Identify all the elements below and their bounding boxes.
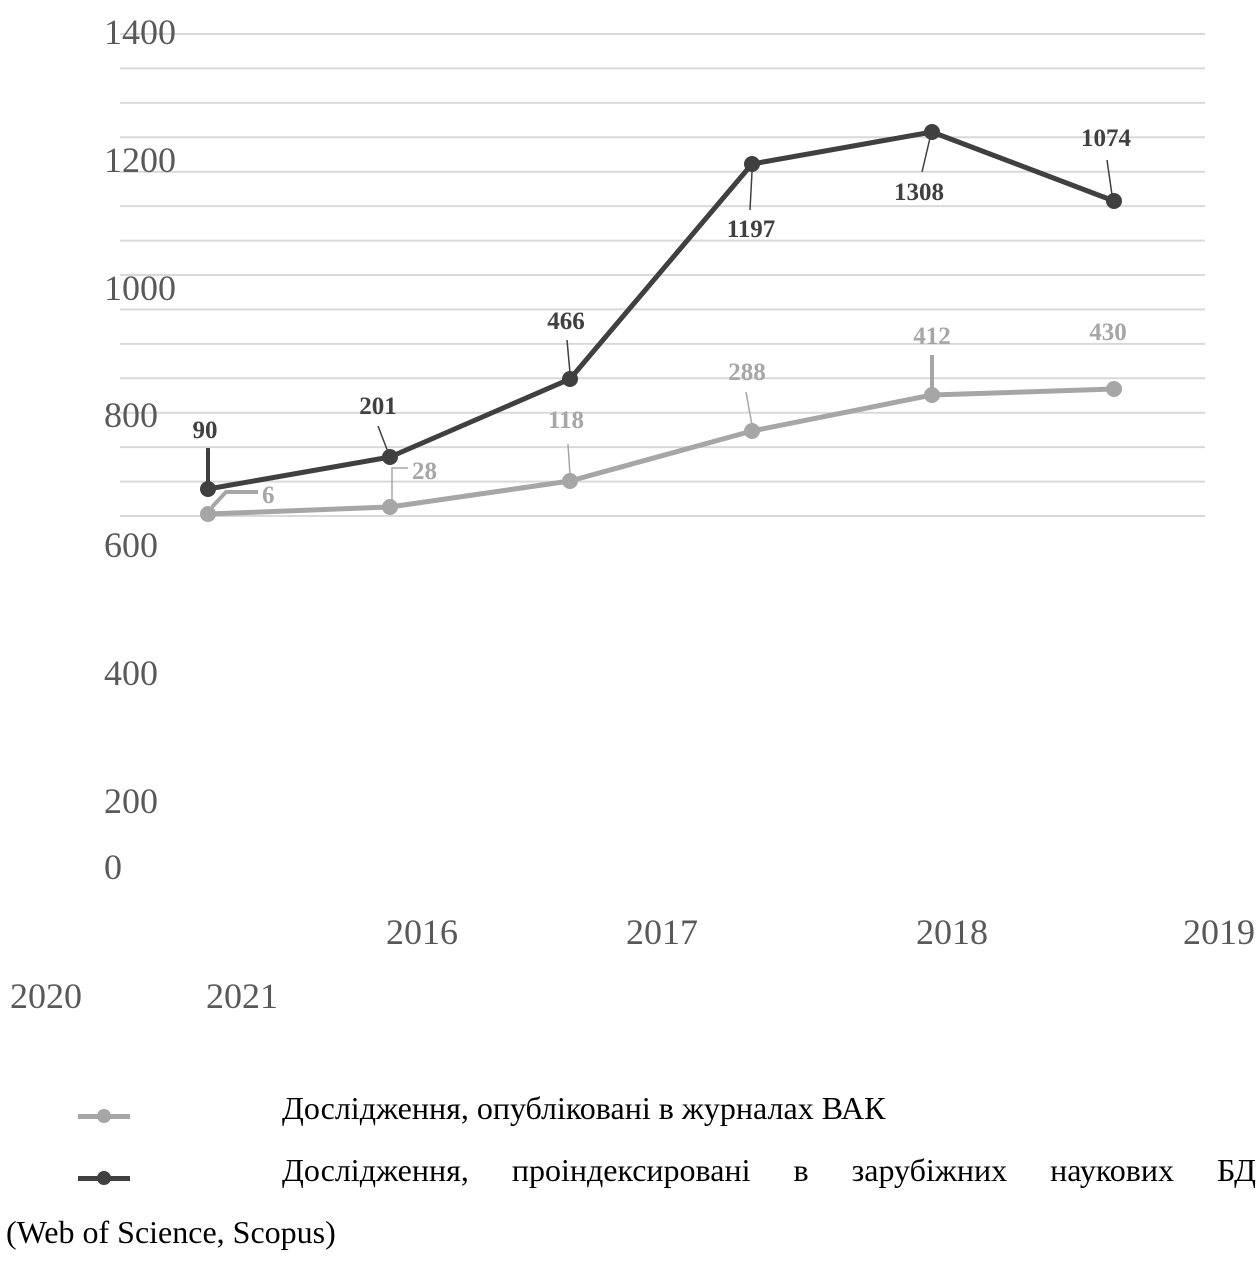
data-label-leader bbox=[1106, 159, 1113, 196]
x-tick-label: 2017 bbox=[626, 912, 698, 952]
data-label: 6 bbox=[262, 482, 275, 509]
x-tick-label: 2018 bbox=[916, 912, 988, 952]
series-1-point bbox=[382, 449, 398, 465]
series-1-point bbox=[1106, 193, 1122, 209]
legend-label-foreign-db: Дослідження, проіндексировані в зарубіжн… bbox=[282, 1152, 1256, 1188]
y-tick-label: 600 bbox=[104, 525, 158, 565]
data-label: 430 bbox=[1089, 319, 1127, 346]
data-label-leader bbox=[921, 137, 931, 173]
series-0-point bbox=[1106, 381, 1122, 397]
data-label: 90 bbox=[193, 417, 218, 444]
legend-item-foreign-db: Дослідження, проіндексировані в зарубіжн… bbox=[0, 1152, 1260, 1214]
x-tick-label: 2020 bbox=[10, 976, 82, 1016]
series-1-point bbox=[562, 371, 578, 387]
data-label: 288 bbox=[728, 359, 766, 386]
legend-label-foreign-db-continued: (Web of Science, Scopus) bbox=[6, 1214, 336, 1250]
legend: Дослідження, опубліковані в журналах ВАК… bbox=[0, 1090, 1260, 1250]
y-tick-label: 1400 bbox=[104, 12, 176, 52]
y-tick-label: 800 bbox=[104, 395, 158, 435]
legend-item-vak: Дослідження, опубліковані в журналах ВАК bbox=[0, 1090, 1260, 1152]
data-label: 201 bbox=[359, 393, 397, 420]
x-tick-label: 2016 bbox=[386, 912, 458, 952]
y-tick-label: 200 bbox=[104, 781, 158, 821]
legend-key-vak bbox=[78, 1106, 130, 1126]
data-label: 412 bbox=[913, 323, 951, 350]
legend-key-foreign-db bbox=[78, 1168, 130, 1188]
data-label: 1197 bbox=[727, 216, 776, 243]
data-label-leader bbox=[749, 171, 753, 211]
x-tick-label: 2021 bbox=[206, 976, 278, 1016]
series-line-1 bbox=[207, 129, 1115, 492]
series-1-point bbox=[924, 124, 940, 140]
series-0-point bbox=[562, 473, 578, 489]
data-label: 1308 bbox=[894, 179, 944, 206]
series-lines bbox=[200, 124, 1122, 522]
x-tick-label: 2019 bbox=[1183, 912, 1255, 952]
series-0-point bbox=[382, 499, 398, 515]
data-label-leader bbox=[391, 467, 408, 502]
series-0-point bbox=[744, 423, 760, 439]
data-label: 466 bbox=[547, 308, 585, 335]
data-label-leader bbox=[377, 425, 389, 453]
legend-marker-vak bbox=[97, 1109, 111, 1123]
legend-label-vak: Дослідження, опубліковані в журналах ВАК bbox=[282, 1090, 886, 1126]
data-label-leader bbox=[745, 391, 753, 426]
y-tick-label: 400 bbox=[104, 653, 158, 693]
legend-marker-foreign-db bbox=[97, 1171, 111, 1185]
series-0-point bbox=[200, 506, 216, 522]
series-1-point bbox=[200, 481, 216, 497]
series-line-0 bbox=[207, 386, 1115, 517]
data-labels: 6 28 118 288 412 430 90 201 466 1197 1308 1074 bbox=[193, 125, 1132, 509]
data-label: 1074 bbox=[1081, 125, 1132, 152]
data-label-leader bbox=[567, 443, 571, 476]
y-tick-label: 1200 bbox=[104, 140, 176, 180]
data-label: 28 bbox=[412, 458, 437, 485]
series-0-point bbox=[924, 387, 940, 403]
data-label: 118 bbox=[548, 407, 584, 434]
data-label-leader bbox=[566, 339, 571, 374]
y-tick-label: 1000 bbox=[104, 268, 176, 308]
data-label-leader bbox=[210, 490, 258, 509]
gridlines bbox=[120, 33, 1205, 517]
series-1-point bbox=[744, 156, 760, 172]
y-tick-label: 0 bbox=[104, 847, 122, 887]
